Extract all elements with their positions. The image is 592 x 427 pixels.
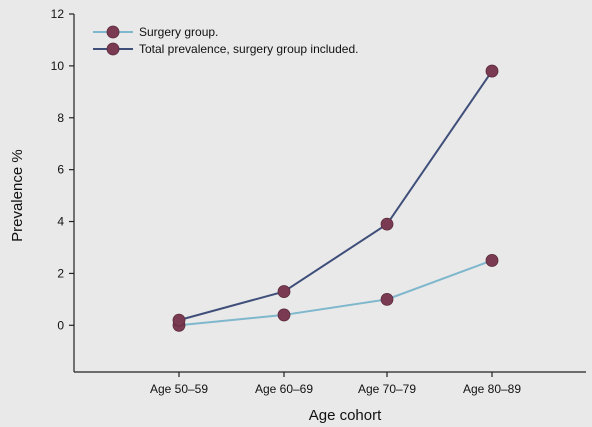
legend-label-1: Surgery group. — [139, 25, 218, 39]
x-tick-label: Age 60–69 — [255, 382, 313, 396]
x-tick-label: Age 50–59 — [150, 382, 208, 396]
series-line-2 — [178, 70, 493, 322]
x-axis-title: Age cohort — [309, 407, 382, 424]
y-tick-label: 10 — [51, 59, 65, 73]
y-tick-label: 2 — [57, 266, 64, 280]
y-tick-label: 6 — [57, 163, 64, 177]
x-tick-label: Age 70–79 — [358, 382, 416, 396]
axes: 0 2 4 6 8 10 12 Age 50–59 Age 60–69 Age 70–79 Age … — [51, 7, 586, 396]
series-2-point — [380, 217, 394, 231]
series-1-point — [485, 254, 499, 267]
y-axis-title: Prevalence % — [9, 149, 26, 242]
legend: Surgery group. Total prevalence, surgery … — [93, 25, 358, 56]
y-tick-label: 4 — [57, 215, 64, 229]
legend-marker-2 — [106, 42, 120, 56]
series-1-point — [380, 292, 394, 306]
series-2-point — [277, 285, 291, 298]
x-tick-label: Age 80–89 — [463, 382, 521, 396]
legend-marker-1 — [106, 25, 120, 39]
y-tick-label: 12 — [51, 7, 65, 21]
legend-label-2: Total prevalence, surgery group included… — [139, 42, 358, 56]
series-layer — [172, 64, 499, 332]
series-2-point — [172, 313, 186, 327]
series-1-point — [277, 308, 291, 322]
y-tick-label: 0 — [57, 318, 64, 332]
y-tick-label: 8 — [57, 111, 64, 125]
series-2-point — [485, 64, 499, 78]
series-line-1 — [178, 259, 493, 327]
